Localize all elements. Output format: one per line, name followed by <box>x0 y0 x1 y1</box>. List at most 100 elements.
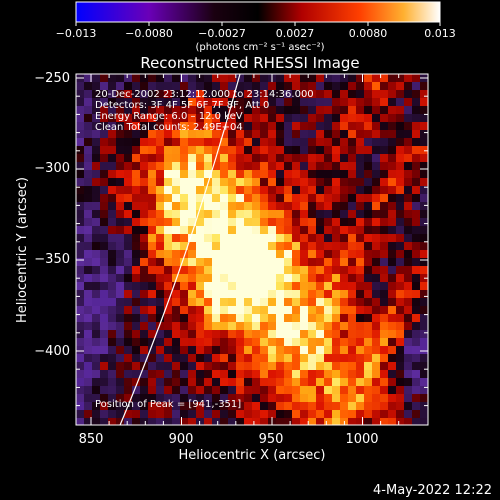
heatmap-pixel <box>308 346 317 355</box>
heatmap-pixel <box>268 226 277 235</box>
x-ticks <box>90 74 400 425</box>
heatmap-pixel <box>340 346 349 355</box>
heatmap-pixel <box>252 338 261 347</box>
heatmap-pixel <box>332 130 341 139</box>
heatmap-pixel <box>132 226 141 235</box>
heatmap-pixel <box>284 218 293 227</box>
heatmap-pixel <box>420 138 428 147</box>
heatmap-pixel <box>124 314 133 323</box>
heatmap-pixel <box>284 106 293 115</box>
heatmap-pixel <box>340 282 349 291</box>
heatmap-pixel <box>228 410 237 419</box>
heatmap-pixel <box>92 362 101 371</box>
heatmap-pixel <box>340 314 349 323</box>
heatmap-pixel <box>284 322 293 331</box>
heatmap-pixel <box>388 338 397 347</box>
heatmap-pixel <box>84 170 93 179</box>
heatmap-pixel <box>164 170 173 179</box>
heatmap-pixel <box>132 130 141 139</box>
heatmap-pixel <box>260 154 269 163</box>
heatmap-pixel <box>404 322 413 331</box>
heatmap-pixel <box>292 378 301 387</box>
heatmap-pixel <box>228 306 237 315</box>
heatmap-pixel <box>76 338 85 347</box>
heatmap-pixel <box>204 298 213 307</box>
heatmap-pixel <box>404 114 413 123</box>
heatmap-pixel <box>300 138 309 147</box>
info-total-counts: Clean Total counts: 2.49E+04 <box>95 122 243 133</box>
heatmap-pixel <box>156 370 165 379</box>
heatmap-pixel <box>308 394 317 403</box>
heatmap-pixel <box>92 274 101 283</box>
heatmap-pixel <box>300 146 309 155</box>
heatmap-pixel <box>308 202 317 211</box>
heatmap-pixel <box>172 394 181 403</box>
heatmap-pixel <box>324 362 333 371</box>
heatmap-pixel <box>284 298 293 307</box>
heatmap-pixel <box>156 306 165 315</box>
heatmap-pixel <box>228 114 237 123</box>
heatmap-pixel <box>380 394 389 403</box>
heatmap-pixel <box>412 178 421 187</box>
heatmap-pixel <box>268 194 277 203</box>
heatmap-pixel <box>388 178 397 187</box>
peak-position-label: Position of Peak = [941,-351] <box>95 399 241 410</box>
heatmap-pixel <box>132 234 141 243</box>
heatmap-pixel <box>220 106 229 115</box>
heatmap-pixel <box>268 210 277 219</box>
heatmap-pixel <box>388 250 397 259</box>
heatmap-pixel <box>92 418 101 425</box>
heatmap-pixel <box>300 106 309 115</box>
heatmap-pixel <box>340 386 349 395</box>
heatmap-pixel <box>196 90 205 99</box>
heatmap-pixel <box>284 338 293 347</box>
heatmap-pixel <box>204 138 213 147</box>
heatmap-pixel <box>404 266 413 275</box>
heatmap-pixel <box>364 370 373 379</box>
heatmap-pixel <box>92 82 101 91</box>
heatmap-pixel <box>356 114 365 123</box>
heatmap-pixel <box>244 234 253 243</box>
heatmap-pixel <box>396 178 405 187</box>
heatmap-pixel <box>140 298 149 307</box>
heatmap-pixel <box>84 290 93 299</box>
heatmap-pixel <box>148 138 157 147</box>
heatmap-pixel <box>372 402 381 411</box>
heatmap-pixel <box>156 410 165 419</box>
heatmap-pixel <box>108 410 117 419</box>
heatmap-pixel <box>252 394 261 403</box>
heatmap-pixel <box>188 218 197 227</box>
heatmap-pixel <box>76 106 85 115</box>
y-tick-label: −400 <box>34 344 70 359</box>
heatmap-pixel <box>332 114 341 123</box>
heatmap-pixel <box>340 218 349 227</box>
heatmap-pixel <box>156 354 165 363</box>
heatmap-pixel <box>316 322 325 331</box>
heatmap-pixel <box>100 194 109 203</box>
heatmap-pixel <box>76 162 85 171</box>
heatmap-pixel <box>116 122 125 131</box>
heatmap-pixel <box>204 306 213 315</box>
heatmap-pixel <box>164 322 173 331</box>
heatmap-pixel <box>236 394 245 403</box>
heatmap-pixel <box>308 322 317 331</box>
heatmap-pixel <box>292 138 301 147</box>
heatmap-pixel <box>332 98 341 107</box>
heatmap-pixel <box>340 202 349 211</box>
heatmap-pixel <box>172 266 181 275</box>
heatmap-pixel <box>148 178 157 187</box>
heatmap-pixel <box>332 362 341 371</box>
heatmap-pixel <box>308 306 317 315</box>
heatmap-pixel <box>156 138 165 147</box>
heatmap-pixel <box>124 274 133 283</box>
heatmap-pixel <box>180 258 189 267</box>
heatmap-pixel <box>108 242 117 251</box>
heatmap-pixel <box>172 290 181 299</box>
heatmap-pixel <box>340 170 349 179</box>
heatmap-pixel <box>148 98 157 107</box>
heatmap-pixel <box>372 274 381 283</box>
heatmap-pixel <box>76 322 85 331</box>
heatmap-pixel <box>308 282 317 291</box>
heatmap-pixel <box>132 218 141 227</box>
heatmap-pixel <box>356 402 365 411</box>
